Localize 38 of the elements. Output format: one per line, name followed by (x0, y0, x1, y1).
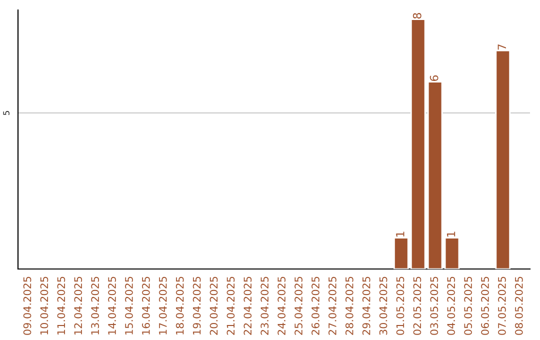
x-tick-label: 06.05.2025 (481, 276, 489, 335)
x-tick-label: 17.04.2025 (158, 276, 167, 334)
x-tick-label: 04.05.2025 (447, 276, 456, 335)
data-label: 1 (396, 232, 404, 237)
x-tick-label: 07.05.2025 (498, 276, 506, 335)
x-tick-label: 30.04.2025 (379, 276, 388, 335)
x-tick-label: 23.04.2025 (260, 276, 269, 335)
x-tick-label: 21.04.2025 (226, 276, 235, 335)
x-tick-label: 24.04.2025 (278, 276, 286, 335)
x-tick-label: 16.04.2025 (142, 276, 150, 334)
x-tick-label: 19.04.2025 (192, 276, 201, 334)
x-tick-label: 22.04.2025 (244, 276, 252, 335)
x-tick-label: 08.05.2025 (514, 276, 523, 335)
x-tick-label: 10.04.2025 (40, 276, 48, 334)
x-tick-label: 12.04.2025 (74, 276, 82, 334)
data-label: 8 (412, 13, 422, 19)
x-tick-label: 11.04.2025 (57, 276, 66, 334)
x-tick-label: 25.04.2025 (294, 276, 302, 335)
x-tick-label: 03.05.2025 (430, 276, 438, 335)
x-tick-label: 28.04.2025 (345, 276, 354, 335)
x-tick-label: 02.05.2025 (413, 276, 422, 335)
x-tick-label: 27.04.2025 (328, 276, 336, 335)
x-tick-label: 15.04.2025 (125, 276, 133, 334)
x-tick-label: 09.04.2025 (23, 276, 32, 335)
x-tick-label: 29.04.2025 (362, 276, 370, 335)
data-label: 6 (430, 75, 438, 81)
x-tick-label: 18.04.2025 (176, 276, 184, 334)
data-label: 7 (498, 44, 506, 50)
bar (495, 50, 511, 269)
x-tick-label: 13.04.2025 (91, 276, 100, 334)
ref-line-label: 5 (3, 111, 10, 115)
x-tick-label: 20.04.2025 (210, 276, 218, 335)
x-tick-label: 05.05.2025 (464, 276, 472, 335)
x-tick-label: 26.04.2025 (312, 276, 320, 335)
x-tick-label: 14.04.2025 (108, 276, 116, 334)
x-tick-label: 01.05.2025 (396, 276, 404, 335)
data-label: 1 (446, 232, 456, 237)
bar (444, 237, 460, 269)
